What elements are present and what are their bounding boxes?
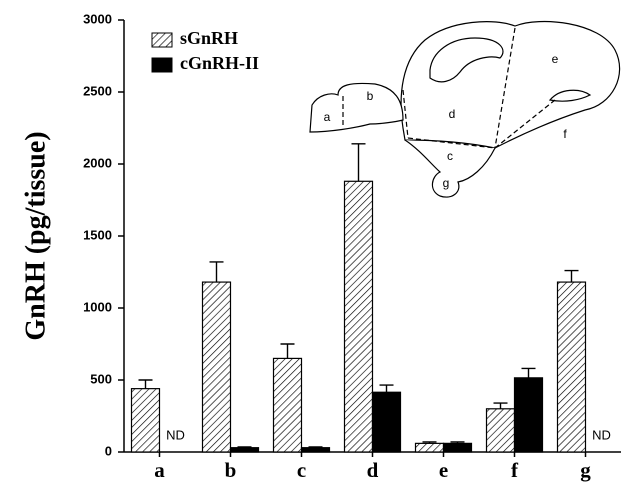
y-axis-label: GnRH (pg/tissue): [20, 131, 51, 340]
error-bar: [351, 143, 366, 182]
y-tick-label: 500: [90, 371, 112, 386]
bar: [485, 408, 516, 453]
legend-swatch: [151, 57, 173, 73]
diagram-label: b: [367, 89, 374, 103]
bar: [300, 447, 331, 453]
error-bar: [138, 379, 153, 389]
legend-label: cGnRH-II: [180, 53, 259, 73]
bar: [371, 391, 402, 453]
error-bar: [237, 446, 252, 448]
bar: [130, 388, 161, 453]
y-tick-label: 1500: [83, 227, 112, 242]
value-label: ND: [592, 427, 611, 442]
bar: [556, 281, 587, 453]
error-bar: [493, 402, 508, 409]
error-bar: [280, 343, 295, 359]
x-tick-label: g: [580, 458, 591, 482]
diagram-label: c: [447, 149, 453, 163]
error-bar: [308, 446, 323, 448]
x-tick-label: e: [439, 458, 448, 482]
error-bar: [209, 261, 224, 283]
bar: [442, 442, 473, 453]
bar: [229, 447, 260, 453]
x-tick-label: d: [367, 458, 379, 482]
diagram-label: e: [552, 52, 559, 66]
x-tick-label: f: [511, 458, 519, 482]
error-bar: [379, 384, 394, 393]
y-tick-label: 2000: [83, 155, 112, 170]
diagram-label: g: [443, 176, 450, 190]
y-tick-label: 3000: [83, 11, 112, 26]
x-tick-label: a: [154, 458, 165, 482]
y-tick-label: 1000: [83, 299, 112, 314]
brain-diagram: [309, 20, 621, 198]
diagram-label: f: [563, 127, 567, 141]
error-bar: [521, 367, 536, 378]
bar: [272, 357, 303, 453]
legend-label: sGnRH: [180, 28, 238, 48]
bar: [513, 377, 544, 453]
diagram-label: a: [324, 110, 331, 124]
bar: [201, 281, 232, 453]
error-bar: [564, 269, 579, 283]
x-tick-label: b: [225, 458, 237, 482]
x-tick-label: c: [297, 458, 306, 482]
error-bar: [422, 441, 437, 444]
y-tick-label: 2500: [83, 83, 112, 98]
value-label: ND: [166, 427, 185, 442]
error-bar: [450, 441, 465, 444]
diagram-label: d: [449, 107, 456, 121]
bar: [343, 180, 374, 453]
legend-swatch: [151, 32, 173, 48]
y-tick-label: 0: [105, 443, 112, 458]
bar: [414, 442, 445, 453]
